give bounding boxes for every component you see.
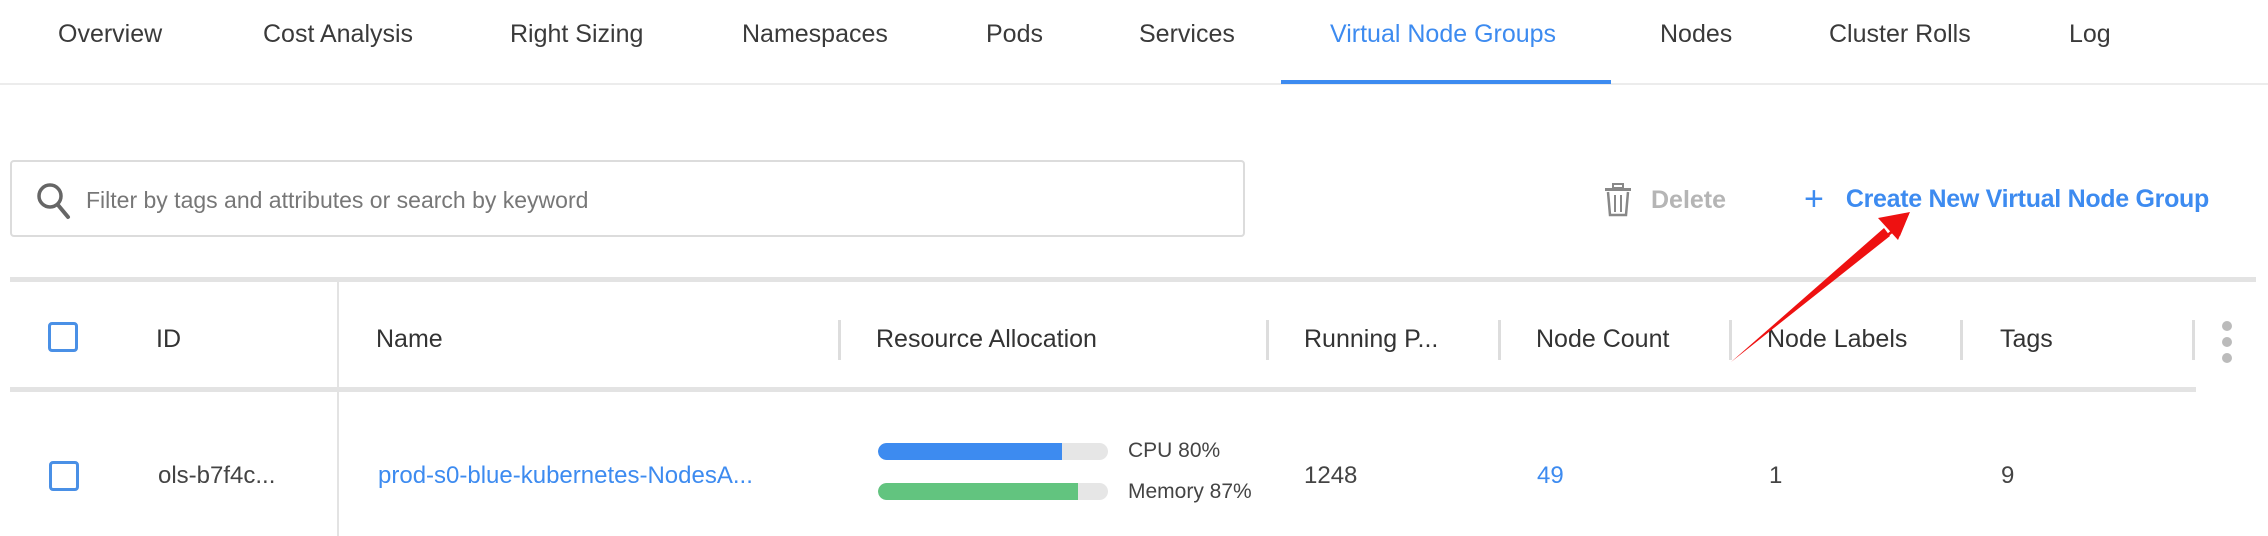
- search-box: [10, 160, 1245, 237]
- header-id[interactable]: ID: [156, 325, 181, 353]
- tab-cluster-rolls[interactable]: Cluster Rolls: [1829, 20, 1971, 48]
- row-tags: 9: [2001, 462, 2015, 489]
- header-tags[interactable]: Tags: [2000, 325, 2053, 353]
- header-name[interactable]: Name: [376, 325, 443, 353]
- memory-usage-bar: [878, 483, 1108, 500]
- row-name-link[interactable]: prod-s0-blue-kubernetes-NodesA...: [378, 462, 753, 489]
- row-node-count-link[interactable]: 49: [1537, 462, 1564, 489]
- delete-label: Delete: [1651, 185, 1727, 214]
- tab-nodes[interactable]: Nodes: [1660, 20, 1733, 48]
- row-running-pods: 1248: [1304, 462, 1358, 489]
- tab-cost-analysis[interactable]: Cost Analysis: [263, 20, 414, 48]
- column-resizer[interactable]: [838, 320, 841, 360]
- cpu-usage-bar: [878, 443, 1108, 460]
- row-checkbox[interactable]: [49, 461, 79, 491]
- tab-right-sizing[interactable]: Right Sizing: [510, 20, 644, 48]
- search-icon: [37, 183, 70, 219]
- column-divider: [337, 282, 339, 536]
- cpu-usage-fill: [878, 443, 1062, 460]
- header-running-pods[interactable]: Running P...: [1304, 325, 1439, 353]
- trash-icon: [1605, 183, 1631, 217]
- active-tab-indicator: [1281, 80, 1611, 84]
- column-resizer[interactable]: [1960, 320, 1963, 360]
- column-resizer[interactable]: [1266, 320, 1269, 360]
- column-resizer[interactable]: [1729, 320, 1732, 360]
- table-top-border: [10, 277, 2256, 282]
- tab-divider: [0, 83, 2268, 85]
- tab-overview[interactable]: Overview: [58, 20, 163, 48]
- kebab-menu-icon[interactable]: [2218, 320, 2236, 364]
- header-node-labels[interactable]: Node Labels: [1767, 325, 1908, 353]
- row-node-labels: 1: [1769, 462, 1783, 489]
- tab-namespaces[interactable]: Namespaces: [742, 20, 888, 48]
- create-label: Create New Virtual Node Group: [1845, 184, 2209, 213]
- create-virtual-node-group-button[interactable]: + Create New Virtual Node Group: [1804, 182, 2209, 216]
- tab-log[interactable]: Log: [2069, 20, 2111, 48]
- search-input[interactable]: [84, 180, 1188, 220]
- memory-usage-label: Memory 87%: [1128, 480, 1252, 503]
- cpu-usage-label: CPU 80%: [1128, 439, 1221, 462]
- delete-button[interactable]: Delete: [1603, 183, 1726, 217]
- row-id: ols-b7f4c...: [158, 462, 276, 489]
- tab-virtual-node-groups[interactable]: Virtual Node Groups: [1330, 20, 1557, 48]
- column-resizer[interactable]: [2192, 320, 2195, 360]
- tab-services[interactable]: Services: [1139, 20, 1235, 48]
- memory-usage-fill: [878, 483, 1079, 500]
- column-resizer[interactable]: [1498, 320, 1501, 360]
- annotation-arrow-head: [1878, 212, 1910, 240]
- tab-pods[interactable]: Pods: [986, 20, 1043, 48]
- select-all-checkbox[interactable]: [48, 322, 78, 352]
- header-node-count[interactable]: Node Count: [1536, 325, 1670, 353]
- plus-icon: +: [1804, 180, 1824, 218]
- header-bottom-border: [10, 387, 2196, 392]
- header-resource-allocation[interactable]: Resource Allocation: [876, 325, 1097, 353]
